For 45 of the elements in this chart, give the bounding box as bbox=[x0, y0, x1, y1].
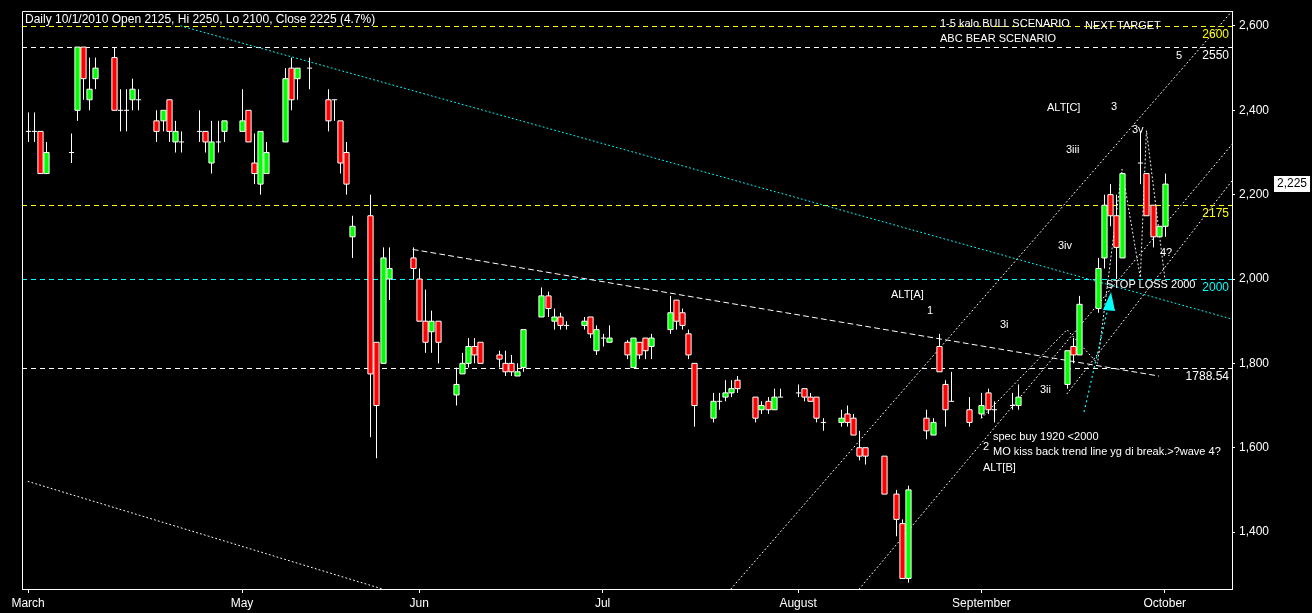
y-tick-label: 2,600 bbox=[1239, 18, 1270, 33]
y-tick-label: 1,600 bbox=[1239, 440, 1270, 455]
annotation: 3ii bbox=[1040, 383, 1052, 396]
x-tick-label: March bbox=[11, 595, 45, 610]
y-tick-label: 1,400 bbox=[1239, 524, 1270, 539]
chart-title: Daily 10/1/2010 Open 2125, Hi 2250, Lo 2100, Close 2225 (4.7%) bbox=[25, 11, 376, 26]
annotation: STOP LOSS 2000 bbox=[1106, 278, 1196, 291]
y-tick-label: 2,400 bbox=[1239, 102, 1270, 117]
ref-line-label: 1788.54 bbox=[1185, 368, 1230, 383]
annotation: ALT[B] bbox=[983, 461, 1016, 474]
annotation: ALT[C] bbox=[1047, 101, 1081, 114]
annotation: spec buy 1920 <2000 bbox=[993, 430, 1099, 443]
candlestick bbox=[306, 57, 313, 90]
x-tick-label: May bbox=[230, 595, 254, 610]
y-tick-label: 2,200 bbox=[1239, 186, 1270, 201]
text: 2,225 bbox=[1277, 176, 1308, 191]
ref-line-label: 2550 bbox=[1202, 47, 1230, 62]
annotation: ABC BEAR SCENARIO bbox=[940, 32, 1057, 45]
y-tick-label: 2,000 bbox=[1239, 271, 1270, 286]
candlestick bbox=[221, 120, 228, 143]
annotation: 3i bbox=[1000, 318, 1009, 331]
annotation: MO kiss back trend line yg di break.>?wave 4? bbox=[993, 445, 1221, 458]
annotation: 3iii bbox=[1066, 143, 1080, 156]
ref-line-label: 2175 bbox=[1202, 205, 1230, 220]
annotation: 1 bbox=[927, 304, 934, 317]
candlestick bbox=[68, 133, 75, 164]
x-tick-label: September bbox=[952, 595, 1011, 610]
annotation: 3v bbox=[1132, 123, 1145, 136]
ref-line-label: 2600 bbox=[1202, 26, 1230, 41]
x-tick-label: Jul bbox=[594, 595, 611, 610]
annotation: 3iv bbox=[1058, 239, 1073, 252]
annotation: 5 bbox=[1176, 49, 1183, 62]
x-tick-label: Jun bbox=[409, 595, 429, 610]
annotation: ALT[A] bbox=[891, 288, 924, 301]
x-tick-label: August bbox=[779, 595, 818, 610]
candlestick bbox=[966, 396, 973, 428]
y-tick-label: 1,800 bbox=[1239, 355, 1270, 370]
x-tick-label: October bbox=[1143, 595, 1187, 610]
annotation: 1-5 kalo BULL SCENARIO bbox=[940, 17, 1071, 30]
candlestick bbox=[820, 417, 827, 432]
ref-line-label: 2000 bbox=[1202, 279, 1230, 294]
annotation: NEXT TARGET bbox=[1085, 19, 1162, 32]
annotation: 3 bbox=[1111, 100, 1118, 113]
annotation: 2 bbox=[983, 440, 990, 453]
annotation: 4? bbox=[1160, 246, 1173, 259]
